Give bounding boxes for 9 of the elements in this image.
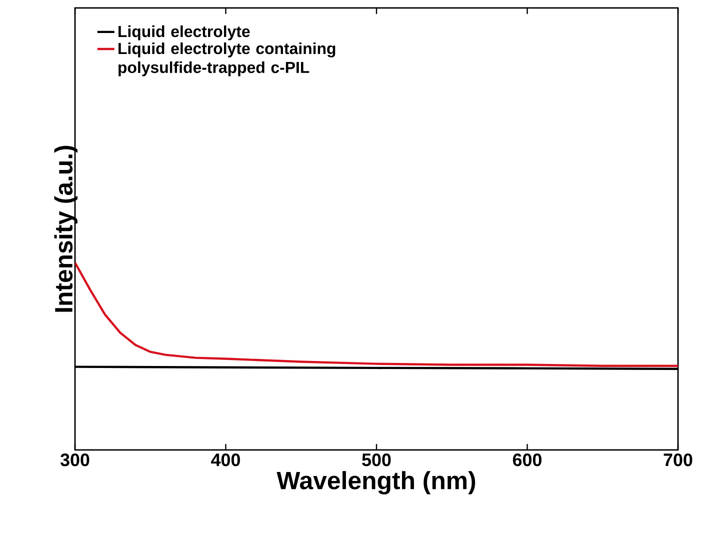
legend-label: Liquid electrolyte (118, 25, 250, 40)
x-tick-label: 700 (664, 453, 692, 466)
y-axis-title: Intensity (a.u.) (54, 146, 78, 312)
x-tick-label: 400 (211, 453, 240, 466)
x-axis-title: Wavelength (nm) (276, 471, 476, 494)
x-tick-label: 500 (362, 453, 391, 466)
legend-label: Liquid electrolyte containing polysulfide-trapped c-PIL (118, 42, 336, 76)
x-tick-label: 600 (512, 453, 542, 466)
x-tick-label: 300 (60, 453, 90, 466)
